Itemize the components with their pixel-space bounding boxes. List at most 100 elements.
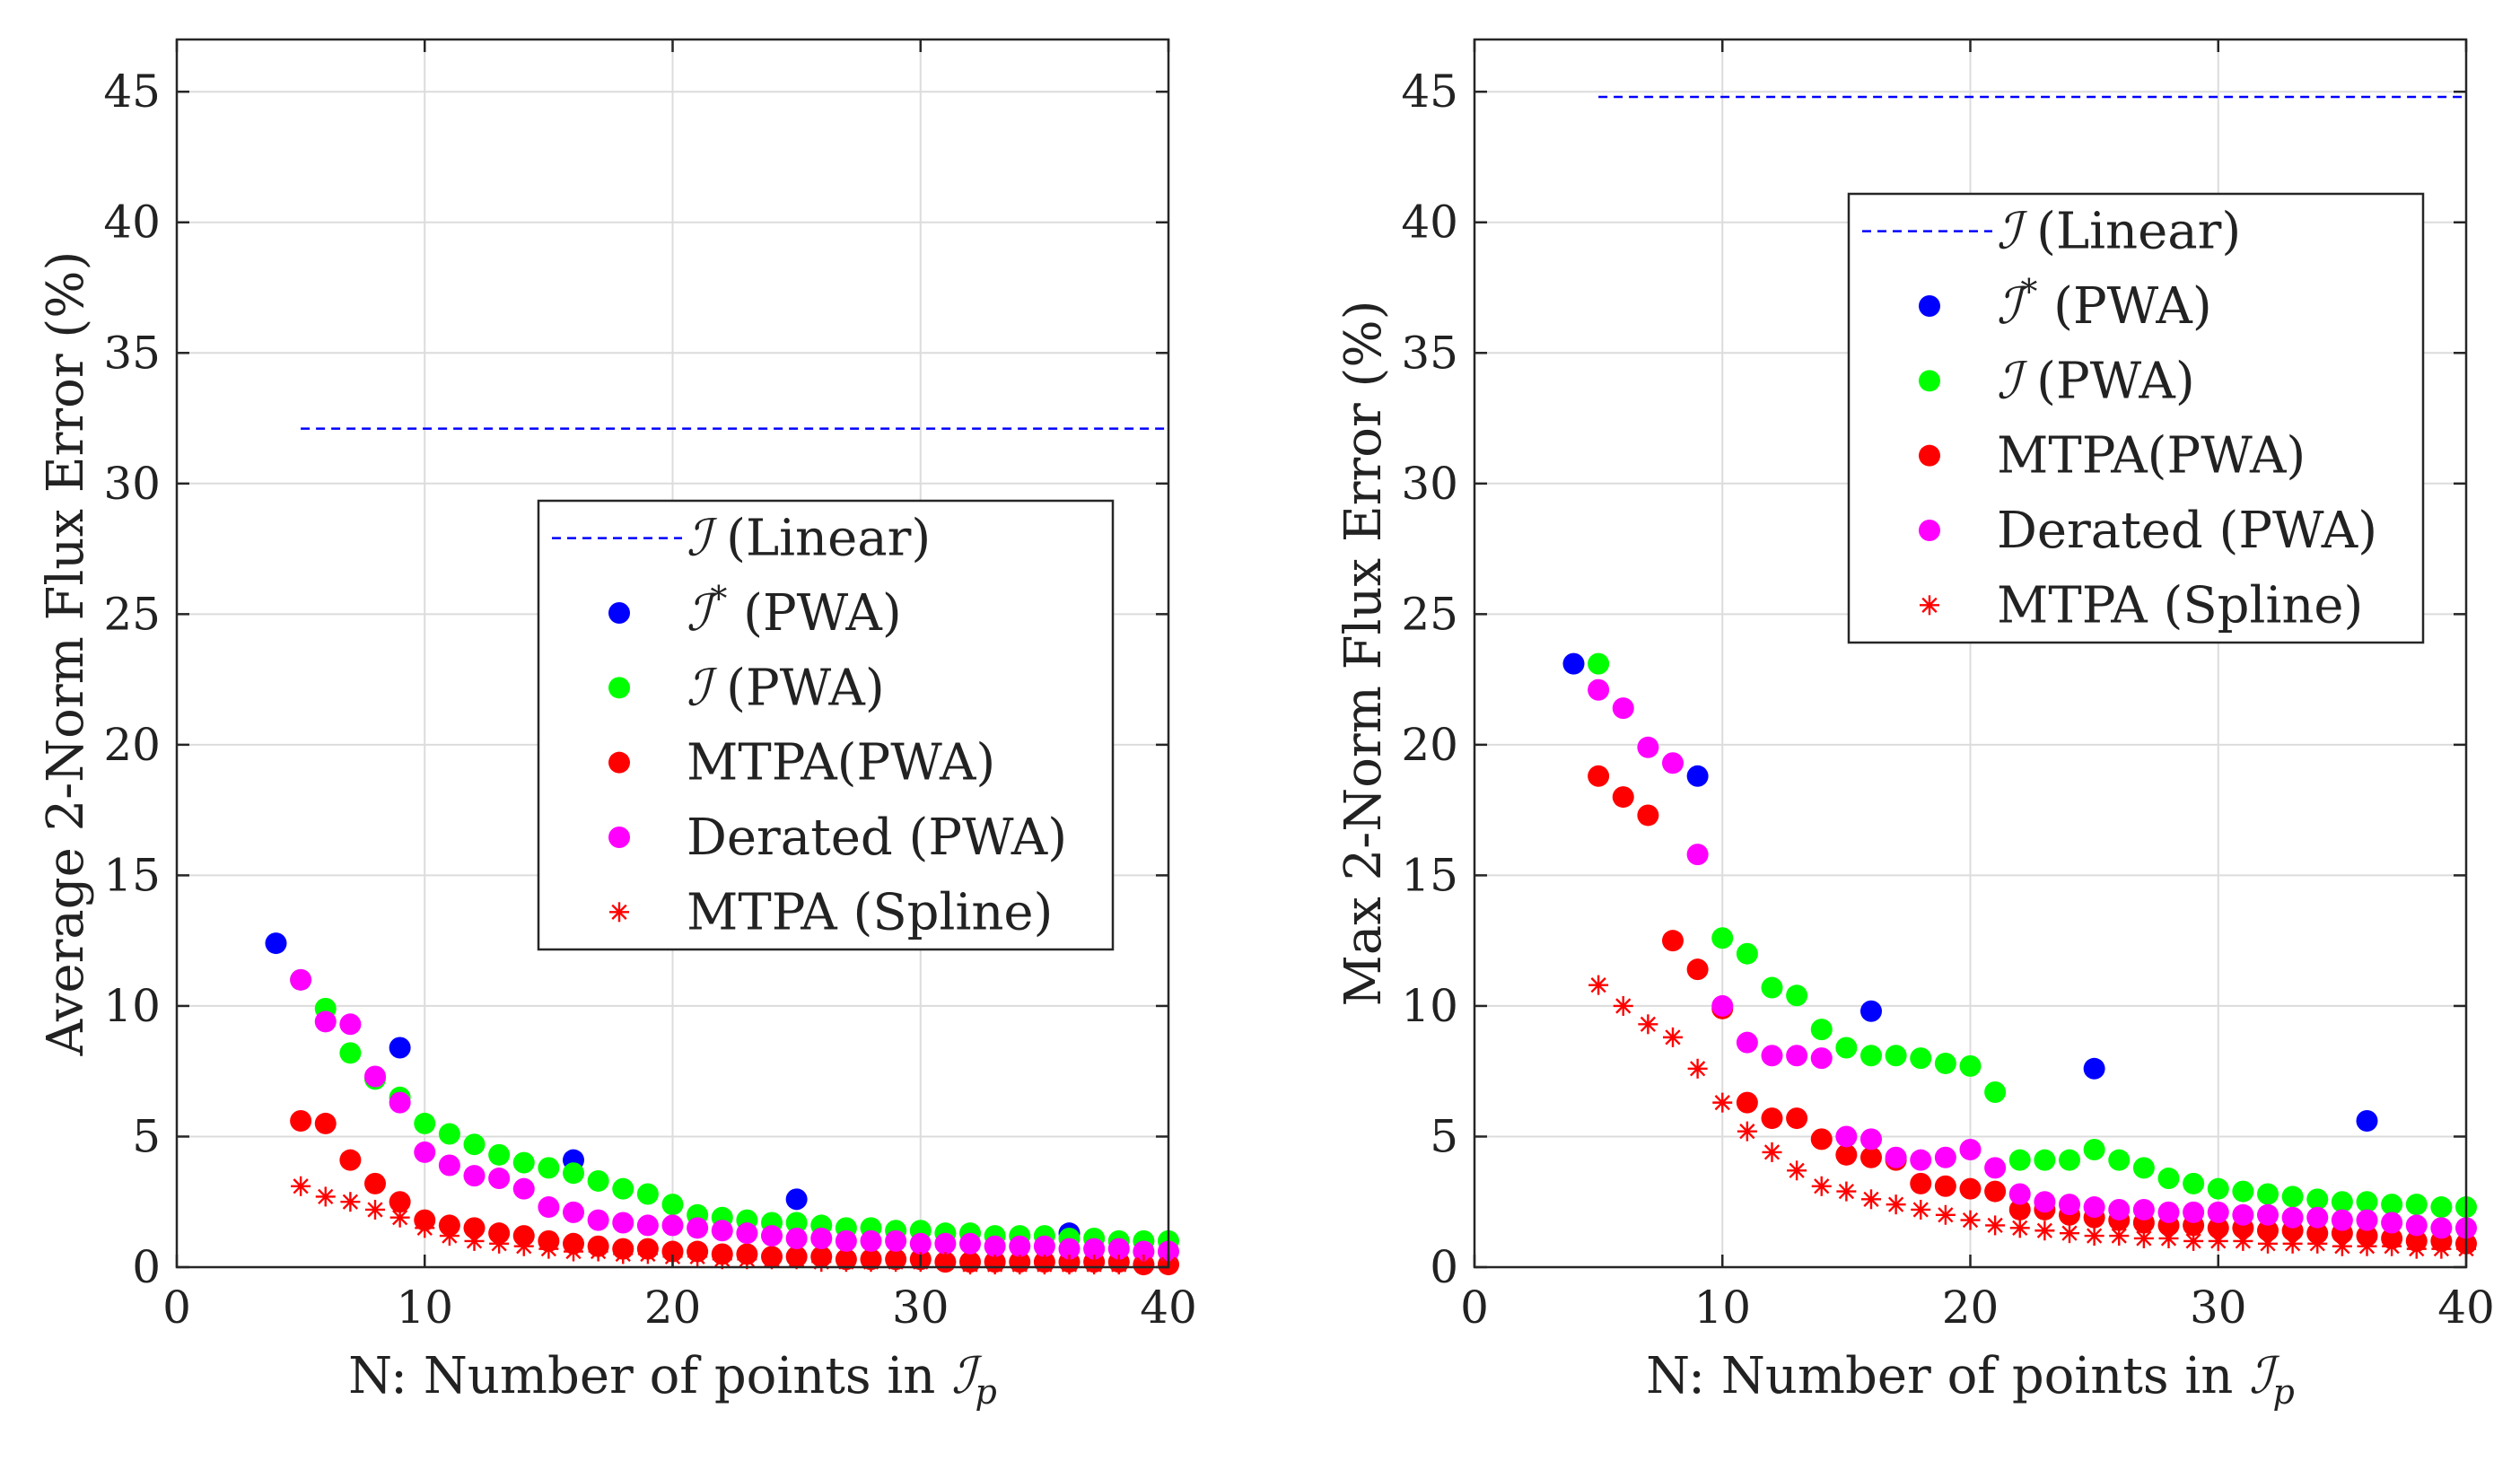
- chart-1-star-point: [1811, 1176, 1832, 1196]
- chart-0-ytick-label: 5: [132, 1110, 161, 1162]
- chart-1-legend-marker: [1919, 370, 1940, 392]
- chart-1-point: [2132, 1157, 2155, 1179]
- chart-1-point: [2381, 1194, 2403, 1216]
- chart-0-point: [265, 932, 287, 955]
- chart-0-point: [463, 1217, 486, 1239]
- chart-1-point: [2430, 1217, 2453, 1239]
- chart-1-point: [1885, 1045, 1907, 1067]
- chart-1-star-point: [1911, 1199, 1931, 1220]
- chart-1-ytick-label: 40: [1401, 197, 1458, 249]
- chart-1-star-point: [2208, 1230, 2228, 1251]
- chart-0-series-4: [290, 968, 1179, 1263]
- chart-1-point: [1934, 1146, 1956, 1168]
- chart-0-star-point: [564, 1241, 583, 1262]
- chart-1-legend-label: ℐ (PWA): [1997, 352, 2195, 410]
- chart-1-xtick-label: 0: [1460, 1282, 1489, 1334]
- chart-0-point: [512, 1151, 535, 1174]
- chart-0-point: [1133, 1240, 1155, 1263]
- chart-1-star-point: [1886, 1194, 1906, 1215]
- chart-0-ytick-label: 40: [103, 197, 161, 249]
- chart-0-point: [438, 1123, 460, 1145]
- chart-1-star-point: [2133, 1228, 2154, 1248]
- chart-0-point: [364, 1065, 386, 1088]
- chart-1-point: [1736, 942, 1758, 965]
- chart-1-point: [2281, 1185, 2304, 1208]
- chart-1-point: [1612, 786, 1634, 809]
- chart-0-point: [389, 1091, 411, 1114]
- chart-1-series-4: [1588, 678, 2477, 1239]
- chart-1-star-point: [1588, 975, 1609, 995]
- chart-0-star-point: [513, 1236, 534, 1256]
- chart-1-legend-marker: [1919, 295, 1940, 317]
- chart-1-legend-marker: [1919, 444, 1940, 467]
- chart-0-point: [636, 1214, 659, 1237]
- chart-0-star-point: [1133, 1255, 1154, 1275]
- chart-1-point: [2157, 1201, 2180, 1223]
- chart-1-point: [1588, 765, 1610, 787]
- chart-0-point: [1009, 1235, 1031, 1257]
- chart-1-point: [1588, 652, 1610, 675]
- chart-0-star-point: [886, 1252, 906, 1273]
- chart-0-star-point: [1059, 1255, 1080, 1275]
- chart-1-point: [1860, 1146, 1882, 1168]
- chart-1-point: [2108, 1149, 2131, 1171]
- chart-1-star-point: [2258, 1233, 2278, 1254]
- right-chart: 0 10 20 30 40 0 5 10 15 20 25 30 35 40 45 N: Number of …: [1334, 38, 2495, 1412]
- chart-1-point: [2034, 1149, 2056, 1171]
- chart-1-point: [1910, 1172, 1932, 1194]
- chart-0-star-point: [1010, 1255, 1030, 1275]
- chart-1-legend-label: ℐ (Linear): [1997, 203, 2241, 261]
- chart-0-point: [463, 1165, 486, 1187]
- chart-0-point: [785, 1188, 808, 1211]
- chart-1-point: [2132, 1198, 2155, 1220]
- chart-1-point: [2183, 1172, 2205, 1194]
- chart-0-star-point: [811, 1252, 832, 1273]
- chart-1-point: [1835, 1125, 1858, 1148]
- chart-0-point: [538, 1196, 560, 1219]
- chart-0-point: [761, 1225, 783, 1247]
- chart-0-point: [612, 1177, 634, 1200]
- chart-0-point: [1058, 1238, 1081, 1260]
- chart-0-point: [339, 1042, 362, 1064]
- chart-0-point: [463, 1133, 486, 1156]
- chart-0-star-point: [786, 1249, 807, 1270]
- chart-1-star-point: [2431, 1238, 2452, 1259]
- chart-0-ytick-label: 20: [103, 719, 161, 771]
- chart-1-point: [2331, 1209, 2353, 1231]
- chart-0-point: [661, 1214, 684, 1237]
- chart-0-point: [687, 1217, 709, 1239]
- chart-1-legend: ℐ (Linear) ℐ* (PWA) ℐ (PWA) MTPA(PWA) Derate…: [1847, 192, 2425, 644]
- chart-0-star-point: [389, 1207, 410, 1228]
- chart-1-point: [1810, 1019, 1833, 1041]
- chart-0-legend-marker: [608, 827, 630, 848]
- chart-1-point: [2356, 1110, 2378, 1133]
- chart-0-star-point: [1084, 1255, 1105, 1275]
- chart-0-point: [785, 1212, 808, 1234]
- chart-0-ytick-label: 35: [103, 327, 161, 379]
- chart-0-star-point: [935, 1252, 956, 1273]
- chart-1-star-point: [2406, 1238, 2427, 1259]
- chart-1-point: [1711, 994, 1734, 1017]
- chart-1-point: [2381, 1212, 2403, 1234]
- chart-1-point: [2083, 1057, 2105, 1080]
- chart-0-star-point: [737, 1249, 757, 1270]
- chart-0-point: [885, 1229, 907, 1252]
- chart-1-star-point: [1613, 995, 1633, 1016]
- chart-1-star-point: [2084, 1226, 2104, 1247]
- chart-0-point: [488, 1143, 511, 1166]
- chart-1-point: [1686, 765, 1709, 787]
- chart-1-point: [1562, 652, 1585, 675]
- chart-0-point: [1033, 1235, 1055, 1257]
- chart-0-point: [563, 1201, 584, 1223]
- chart-1-star-point: [1663, 1027, 1683, 1047]
- chart-1-xtick-label: 10: [1693, 1282, 1751, 1334]
- chart-0-point: [810, 1227, 833, 1249]
- chart-1-star-point: [2034, 1220, 2055, 1241]
- chart-0-point: [364, 1172, 386, 1194]
- chart-1-ytick-label: 10: [1401, 980, 1458, 1032]
- chart-0-legend-marker: [608, 602, 630, 624]
- chart-0-star-point: [365, 1199, 385, 1220]
- chart-0-point: [736, 1222, 758, 1245]
- chart-0-star-point: [291, 1176, 311, 1196]
- chart-0-legend-marker: [609, 902, 629, 923]
